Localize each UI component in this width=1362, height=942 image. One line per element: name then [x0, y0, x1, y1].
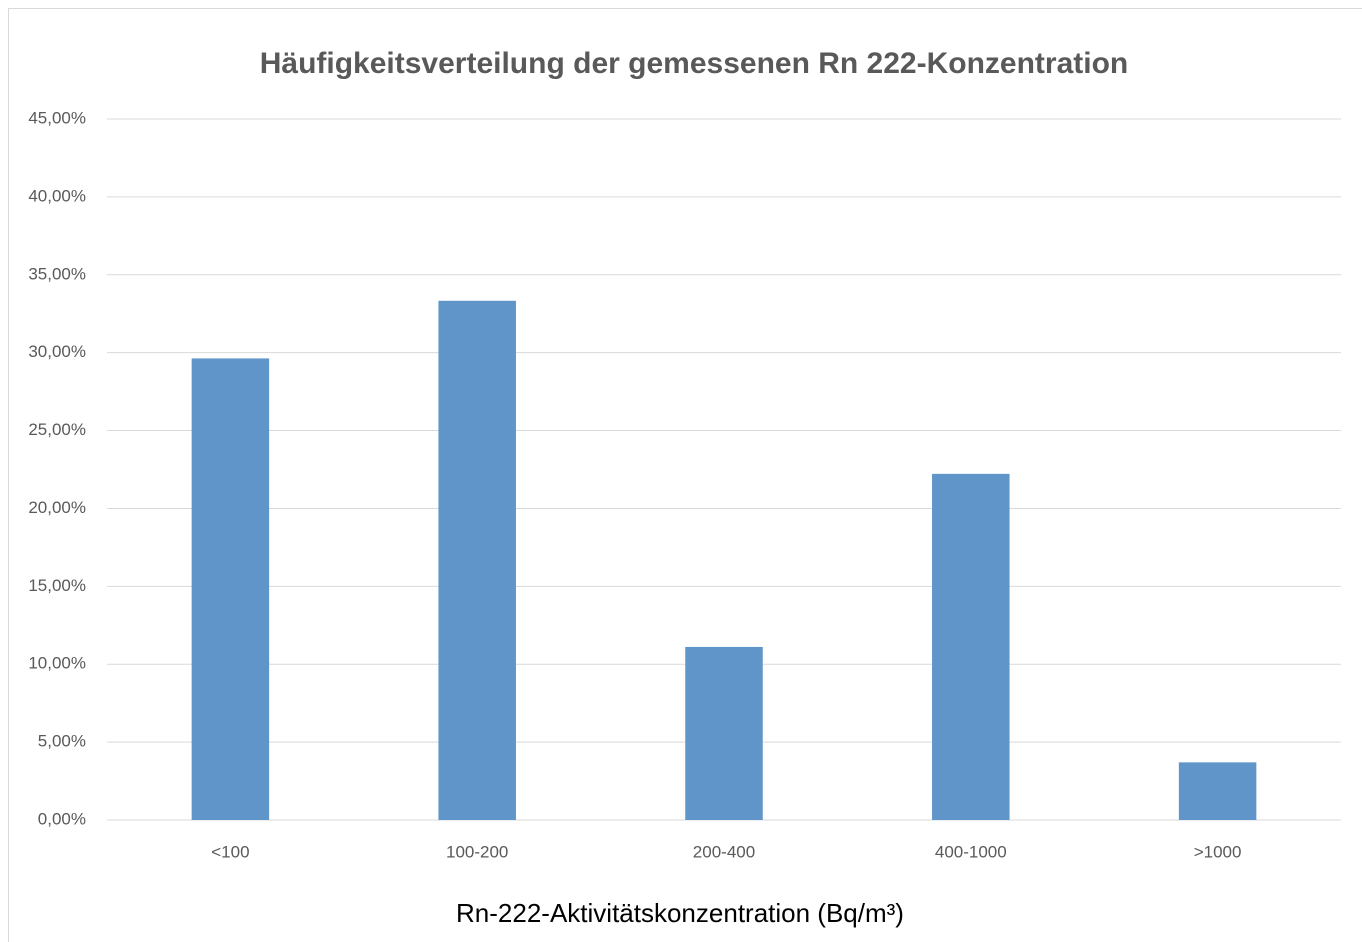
- bar: [932, 473, 1010, 820]
- x-tick-label: <100: [211, 842, 249, 861]
- y-tick-label: 15,00%: [28, 576, 86, 595]
- y-tick-label: 10,00%: [28, 654, 86, 673]
- y-tick-label: 25,00%: [28, 420, 86, 439]
- x-tick-label: 200-400: [693, 842, 755, 861]
- chart-title: Häufigkeitsverteilung der gemessenen Rn …: [260, 47, 1129, 80]
- y-tick-label: 20,00%: [28, 498, 86, 517]
- x-tick-label: 100-200: [446, 842, 508, 861]
- y-tick-label: 40,00%: [28, 186, 86, 205]
- bar: [191, 358, 270, 820]
- y-tick-label: 45,00%: [28, 108, 86, 127]
- y-tick-label: 5,00%: [38, 732, 86, 751]
- bar: [438, 300, 516, 820]
- y-tick-label: 0,00%: [38, 809, 86, 828]
- x-tick-label: 400-1000: [935, 842, 1007, 861]
- y-tick-label: 30,00%: [28, 342, 86, 361]
- x-tick-label: >1000: [1194, 842, 1242, 861]
- bar: [1178, 762, 1257, 820]
- x-axis-title: Rn-222-Aktivitätskonzentration (Bq/m³): [456, 898, 904, 928]
- bar: [685, 646, 763, 820]
- y-tick-label: 35,00%: [28, 264, 86, 283]
